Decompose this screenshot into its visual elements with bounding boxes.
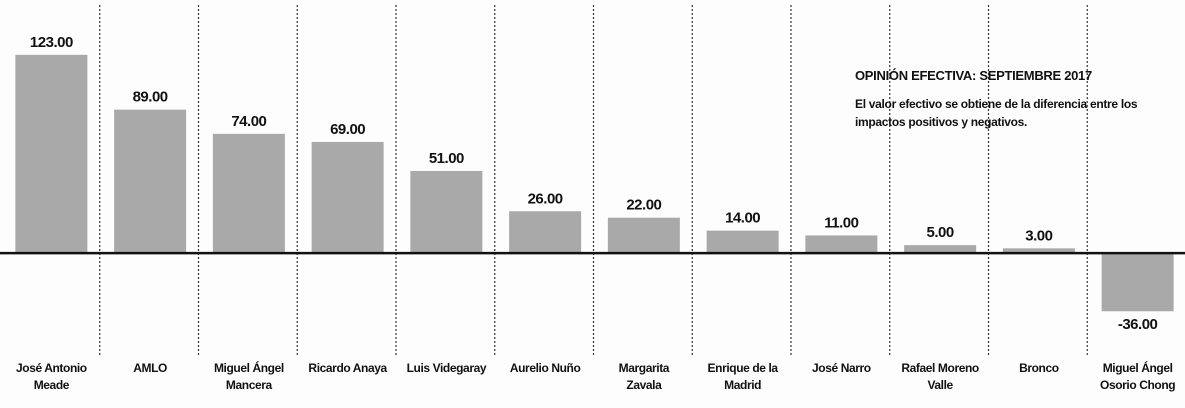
chart-subtitle: El valor efectivo se obtiene de la difer… (855, 97, 1138, 129)
bar (706, 230, 779, 254)
bar (1101, 253, 1174, 312)
value-label: 22.00 (626, 197, 661, 214)
bar (212, 133, 285, 254)
category-label: Miguel Ángel Osorio Chong (1100, 361, 1176, 392)
value-label: 3.00 (1025, 227, 1052, 244)
bar (15, 54, 88, 254)
category-label: Rafael Moreno Valle (901, 361, 979, 392)
category-label: Margarita Zavala (618, 361, 670, 392)
value-label: 5.00 (927, 224, 954, 241)
bar (311, 141, 384, 254)
value-label: 26.00 (528, 190, 563, 207)
value-label: 89.00 (133, 89, 168, 106)
category-label: José Antonio Meade (15, 361, 87, 392)
category-label: Aurelio Nuño (509, 361, 581, 375)
value-label: 11.00 (824, 214, 858, 231)
category-label: Ricardo Anaya (308, 361, 387, 375)
bar (1002, 248, 1075, 254)
category-label: Miguel Ángel Mancera (213, 361, 284, 392)
bar (607, 217, 680, 254)
value-label: 74.00 (231, 113, 266, 130)
value-label: 123.00 (30, 34, 73, 51)
bar (410, 170, 483, 254)
bar (904, 245, 977, 254)
bar (114, 109, 187, 254)
bar (509, 211, 582, 254)
value-label: 51.00 (429, 150, 464, 167)
category-label: Bronco (1019, 361, 1059, 375)
category-label: Enrique de la Madrid (707, 361, 779, 392)
category-label: José Narro (812, 361, 871, 375)
value-label: 14.00 (725, 210, 760, 227)
bar (805, 235, 878, 254)
value-label: 69.00 (330, 121, 365, 138)
chart-title: OPINIÓN EFECTIVA: SEPTIEMBRE 2017 (855, 68, 1092, 83)
category-label: AMLO (133, 361, 167, 375)
value-label: -36.00 (1118, 316, 1158, 333)
category-label: Luis Videgaray (406, 361, 487, 375)
